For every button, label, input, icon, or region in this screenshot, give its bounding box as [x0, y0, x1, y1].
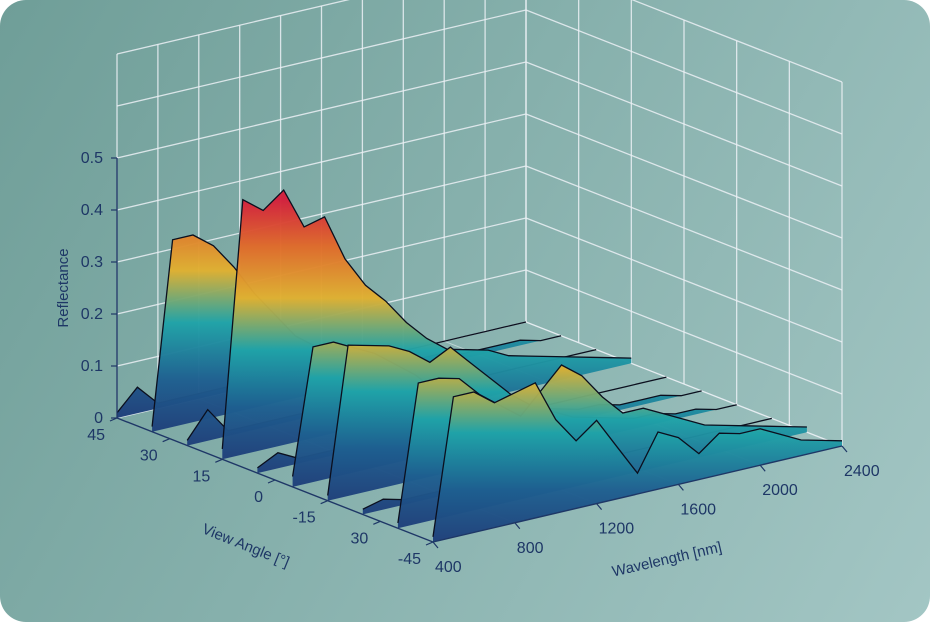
wavelength-tick-label: 1200 — [599, 521, 635, 538]
grid-line — [116, 61, 527, 159]
angle-tick-label: 30 — [140, 448, 158, 465]
wavelength-tick-mark — [514, 522, 521, 530]
angle-tick-label: -15 — [293, 510, 316, 527]
grid-line — [116, 9, 527, 107]
grid-line — [525, 9, 843, 135]
angle-tick-label: 30 — [351, 530, 369, 547]
z-tick-label: 0.2 — [81, 306, 103, 323]
surface-series — [116, 189, 843, 542]
angle-tick-mark — [373, 520, 381, 525]
angle-tick-mark — [215, 458, 223, 463]
angle-tick-mark — [425, 541, 434, 546]
wavelength-tick-mark — [432, 541, 439, 549]
z-axis-title: Reflectance — [55, 248, 72, 327]
wavelength-axis-line — [432, 445, 843, 543]
grid-line — [116, 113, 527, 211]
series-line — [432, 381, 843, 537]
wavelength-tick-mark — [759, 464, 766, 472]
wavelength-axis-title: Wavelength [nm] — [611, 539, 724, 581]
wavelength-tick-mark — [596, 503, 603, 510]
z-tick-label: 0.1 — [81, 358, 103, 375]
wavelength-tick-mark — [841, 445, 848, 453]
wavelength-tick-label: 2400 — [844, 463, 880, 480]
z-tick-label: 0.3 — [81, 254, 103, 271]
wavelength-tick-label: 1600 — [680, 501, 716, 518]
grid-line — [525, 269, 843, 395]
grid-line — [116, 0, 350, 55]
wavelength-tick-label: 800 — [517, 540, 544, 557]
angle-tick-label: -45 — [398, 551, 421, 568]
grid-line — [525, 113, 843, 239]
grid-line — [525, 321, 843, 447]
grid-line — [525, 61, 843, 187]
z-tick-label: 0.5 — [81, 150, 103, 167]
angle-axis-title: View Angle [°] — [200, 521, 292, 571]
grid-line — [525, 217, 843, 343]
wavelength-tick-label: 400 — [435, 559, 462, 576]
series-line — [221, 189, 632, 449]
grid-line — [631, 0, 843, 83]
angle-tick-label: 15 — [193, 468, 211, 485]
angle-tick-mark — [109, 417, 118, 422]
wavelength-tick-label: 2000 — [762, 482, 798, 499]
z-tick-label: 0.4 — [81, 202, 103, 219]
grid-line — [525, 165, 843, 291]
angle-tick-mark — [162, 438, 170, 443]
angle-tick-mark — [267, 479, 276, 484]
z-tick-label: 0 — [94, 410, 103, 427]
wavelength-tick-mark — [677, 484, 684, 491]
angle-tick-label: 0 — [254, 489, 263, 506]
angle-tick-label: 45 — [87, 427, 105, 444]
angle-tick-mark — [320, 500, 328, 505]
series-line — [397, 364, 807, 524]
surface-slice — [433, 382, 842, 542]
